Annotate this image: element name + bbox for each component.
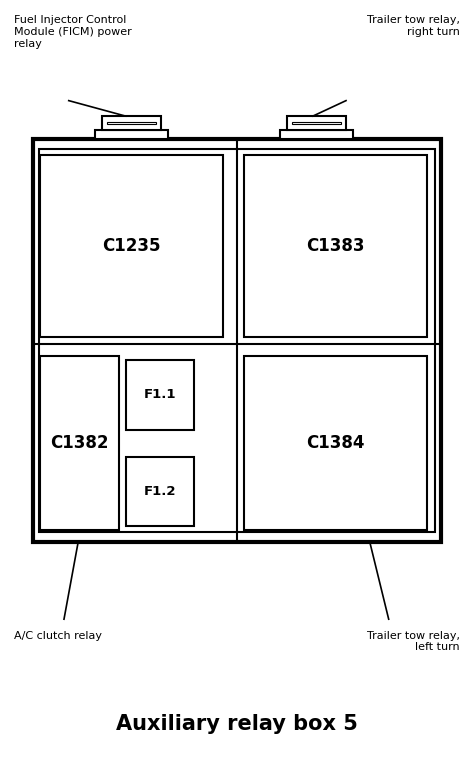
Bar	[244, 155, 427, 337]
Bar	[33, 139, 441, 542]
Text: F1.2: F1.2	[144, 485, 176, 498]
Text: Auxiliary relay box 5: Auxiliary relay box 5	[116, 714, 358, 734]
Bar	[280, 130, 353, 139]
Text: C1235: C1235	[102, 237, 161, 255]
Text: C1382: C1382	[50, 434, 109, 452]
Text: Trailer tow relay,
right turn: Trailer tow relay, right turn	[367, 15, 460, 37]
Bar	[287, 116, 346, 130]
Bar	[40, 155, 223, 337]
Bar	[126, 360, 194, 430]
Text: A/C clutch relay: A/C clutch relay	[14, 631, 102, 641]
Bar	[102, 116, 161, 130]
Text: Fuel Injector Control
Module (FICM) power
relay: Fuel Injector Control Module (FICM) powe…	[14, 15, 132, 49]
Text: Trailer tow relay,
left turn: Trailer tow relay, left turn	[367, 631, 460, 652]
Bar	[292, 122, 341, 124]
Bar	[107, 122, 156, 124]
Text: C1384: C1384	[306, 434, 365, 452]
Bar	[126, 457, 194, 526]
Bar	[244, 356, 427, 530]
Bar	[95, 130, 168, 139]
Bar	[40, 356, 118, 530]
Text: F1.1: F1.1	[144, 389, 176, 401]
Bar	[39, 149, 435, 532]
Text: C1383: C1383	[306, 237, 365, 255]
